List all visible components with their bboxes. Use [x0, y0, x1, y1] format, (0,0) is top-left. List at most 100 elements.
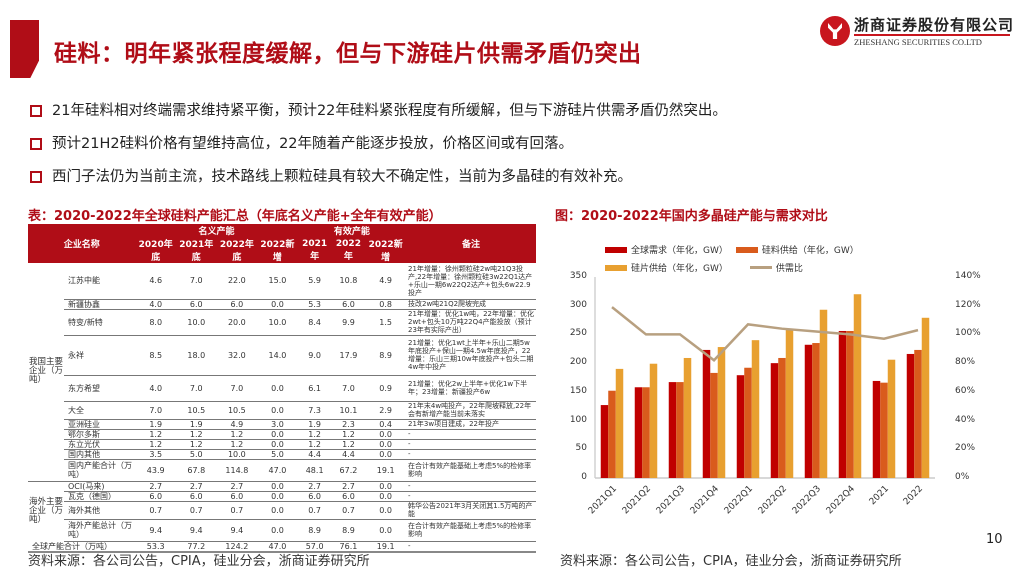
bar — [717, 347, 726, 478]
company-name: 东方希望 — [64, 375, 136, 402]
table-cell: 4.0 — [135, 299, 176, 310]
table-cell: 0.4 — [365, 419, 406, 430]
company-name: 永祥 — [64, 335, 136, 376]
col-group-effective: 有效产能 — [297, 224, 406, 237]
note-cell: - — [406, 541, 536, 553]
table-cell: 10.5 — [175, 401, 217, 420]
bullet-item: 预计21H2硅料价格有望维持高位，22年随着产能逐步投放，价格区间或有回落。 — [30, 133, 727, 166]
y-axis-tick: 100 — [569, 414, 587, 425]
table-cell: 20.0 — [216, 309, 258, 336]
legend: 硅片供给（年化，GW） 供需比 — [605, 261, 803, 274]
table-cell: 1.2 — [331, 439, 366, 450]
table-cell: 1.2 — [297, 429, 332, 440]
table-cell: 0.0 — [257, 501, 298, 520]
note-cell: 21年增量：徐州颗粒硅2w吨21Q3投产,22年增量：徐州颗粒硅3w22Q1达产… — [406, 263, 536, 300]
table-cell: 4.4 — [297, 449, 332, 460]
square-bullet-icon — [30, 171, 42, 183]
table-cell: 7.0 — [175, 375, 217, 402]
table-cell: 2.7 — [175, 481, 217, 492]
table-cell: 2.7 — [331, 481, 366, 492]
logo-name-en: ZHESHANG SECURITIES CO.LTD — [854, 37, 982, 47]
legend-swatch — [605, 246, 627, 253]
note-cell: 21年末4w吨投产，22年爬坡释放,22年会有新增产能当前未落实 — [406, 401, 536, 420]
group-label: 我国主要企业（万吨） — [29, 357, 64, 386]
table-cell: 0.0 — [257, 519, 298, 542]
table-cell: 0.7 — [216, 501, 258, 520]
bar — [872, 380, 881, 478]
capacity-demand-chart: 全球需求（年化，GW） 硅料供给（年化，GW） 硅片供给（年化，GW） 供需比 … — [555, 235, 995, 535]
note-cell: 21增量：优化2w上半年+优化1w下半年；23增量：新疆投产6w — [406, 375, 536, 402]
bar — [785, 329, 794, 478]
table-cell: 0.0 — [365, 491, 406, 502]
table-cell: 32.0 — [216, 335, 258, 376]
table-cell: 6.0 — [331, 299, 366, 310]
page-number: 10 — [986, 532, 1003, 547]
table-cell: 1.9 — [175, 419, 217, 430]
capacity-table: 企业名称 名义产能 有效产能 备注 2020年底 2021年底 2022年底 2… — [28, 224, 536, 553]
table-cell: 8.4 — [297, 309, 332, 336]
table-cell: 47.0 — [257, 541, 298, 553]
table-cell: 10.1 — [331, 401, 366, 420]
table-cell: 1.2 — [297, 439, 332, 450]
company-name: 海外其他 — [64, 501, 136, 520]
table-cell: 17.9 — [331, 335, 366, 376]
header-accent-bar — [10, 20, 39, 78]
bar — [906, 353, 915, 478]
bar — [642, 387, 650, 478]
note-cell: - — [406, 449, 536, 460]
note-cell: 韩华公告2021年3月关闭其1.5万吨的产能 — [406, 501, 536, 520]
company-name: 亚洲硅业 — [64, 419, 136, 430]
table-cell: 18.0 — [175, 335, 217, 376]
table-cell: 7.0 — [135, 401, 176, 420]
y-axis-tick: 50 — [575, 443, 587, 454]
y2-axis-tick: 0% — [955, 472, 970, 482]
legend: 全球需求（年化，GW） 硅料供给（年化，GW） — [605, 243, 859, 256]
table-cell: 8.9 — [297, 519, 332, 542]
table-cell: 1.2 — [331, 429, 366, 440]
table-cell: 1.2 — [175, 429, 217, 440]
y2-axis-tick: 120% — [955, 299, 981, 310]
bullet-item: 21年硅料相对终端需求维持紧平衡，预计22年硅料紧张程度有所缓解，但与下游硅片供… — [30, 100, 727, 133]
table-cell: 67.8 — [175, 459, 217, 482]
table-cell: 0.0 — [257, 439, 298, 450]
table-cell: 0.0 — [365, 501, 406, 520]
table-cell: 47.0 — [257, 459, 298, 482]
table-cell: 1.2 — [216, 439, 258, 450]
total-label: 全球产能合计（万吨） — [28, 541, 136, 553]
col-header: 2022年底 — [216, 237, 258, 263]
bar — [615, 368, 624, 478]
table-row: 大全 7.0 10.5 10.5 0.0 7.3 10.1 2.9 21年末4w吨投产，22年爬… — [28, 401, 536, 420]
note-cell: 21年3w项目建成，22年投产 — [406, 419, 536, 430]
ratio-line — [611, 306, 919, 362]
table-cell: 8.9 — [331, 519, 366, 542]
bar — [914, 349, 922, 478]
company-logo: 浙商证券股份有限公司 ZHESHANG SECURITIES CO.LTD — [820, 14, 1013, 50]
table-cell: 4.4 — [331, 449, 366, 460]
table-cell: 8.5 — [135, 335, 176, 376]
table-cell: 2.7 — [297, 481, 332, 492]
company-name: 新疆协鑫 — [64, 299, 136, 310]
note-cell: - — [406, 429, 536, 440]
bar — [880, 382, 888, 478]
col-note: 备注 — [406, 224, 536, 263]
table-cell: 5.9 — [297, 263, 332, 300]
table-cell: 2.3 — [331, 419, 366, 430]
col-header: 2022年 — [331, 237, 366, 263]
table-cell: 15.0 — [257, 263, 298, 300]
table-cell: 6.0 — [331, 491, 366, 502]
col-header: 2020年底 — [135, 237, 176, 263]
bar — [819, 309, 828, 478]
table-cell: 22.0 — [216, 263, 258, 300]
table-cell: 9.4 — [216, 519, 258, 542]
col-group-nominal: 名义产能 — [135, 224, 298, 237]
y2-axis-tick: 140% — [955, 271, 981, 281]
y2-axis-tick: 40% — [955, 414, 976, 425]
table-cell: 4.9 — [216, 419, 258, 430]
table-cell: 14.0 — [257, 335, 298, 376]
table-cell: 0.7 — [175, 501, 217, 520]
table-cell: 77.2 — [175, 541, 217, 553]
table-cell: 4.9 — [365, 263, 406, 300]
table-cell: 6.1 — [297, 375, 332, 402]
table-cell: 57.0 — [297, 541, 332, 553]
table-row: 鄂尔多斯 1.2 1.2 1.2 0.0 1.2 1.2 0.0- — [28, 429, 536, 440]
